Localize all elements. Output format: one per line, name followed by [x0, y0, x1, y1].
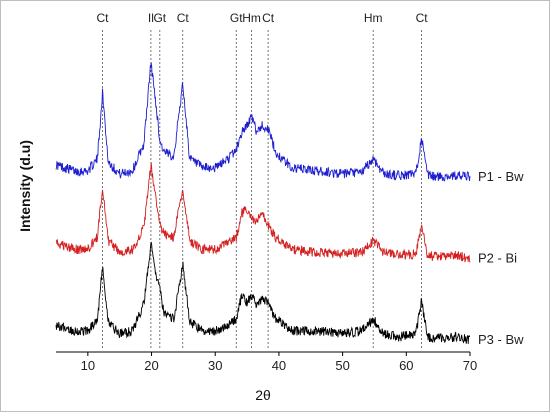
y-axis-title: Intensity (d.u): [17, 140, 33, 232]
peak-marker-label: Ct: [262, 11, 275, 25]
series-line: [55, 162, 471, 263]
peak-marker-label: Ct: [96, 11, 109, 25]
peak-marker-label: Gt: [230, 11, 243, 25]
peak-marker-label: Ct: [416, 11, 429, 25]
series-labels: P1 - Bw P2 - Bi P3 - Bw: [478, 169, 524, 347]
x-tick-label: 50: [335, 358, 349, 373]
x-axis: 10 20 30 40 50 60 70: [56, 351, 477, 373]
peak-marker-lines: [102, 30, 422, 350]
peak-marker-labels: Ct Il Gt Ct Gt Hm Ct Hm Ct: [96, 11, 428, 25]
series-label: P1 - Bw: [478, 169, 524, 184]
x-tick-label: 30: [208, 358, 222, 373]
x-tick-label: 60: [399, 358, 413, 373]
series-label: P2 - Bi: [478, 250, 517, 265]
series-label: P3 - Bw: [478, 332, 524, 347]
series-line: [55, 62, 471, 182]
x-axis-title: 2θ: [255, 387, 271, 403]
series-line: [55, 241, 471, 344]
x-tick-label: 70: [463, 358, 477, 373]
x-tick-label: 10: [81, 358, 95, 373]
x-tick-label: 40: [272, 358, 286, 373]
peak-marker-label: Ct: [177, 11, 190, 25]
peak-marker-label: Hm: [242, 11, 261, 25]
peak-marker-label: Il: [148, 11, 154, 25]
x-tick-label: 20: [144, 358, 158, 373]
peak-marker-label: Hm: [364, 11, 383, 25]
peak-marker-label: Gt: [153, 11, 166, 25]
series-lines: [55, 62, 471, 344]
